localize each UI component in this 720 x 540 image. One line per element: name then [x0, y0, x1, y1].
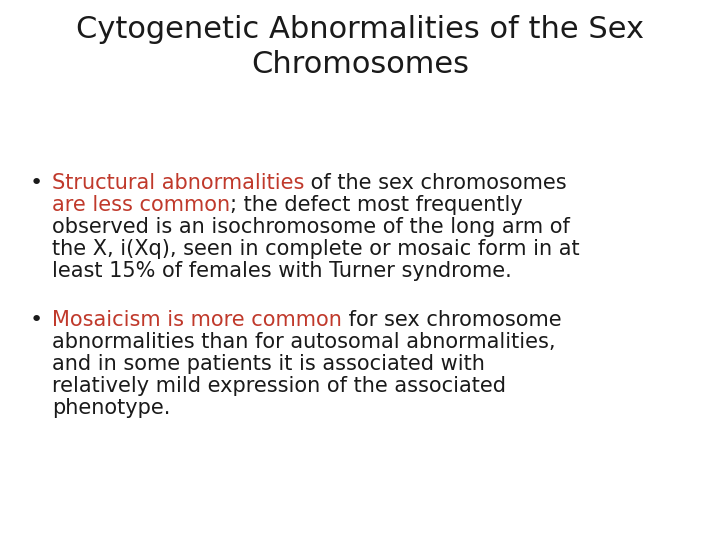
Text: are less common: are less common [52, 195, 230, 215]
Text: Mosaicism is more common: Mosaicism is more common [52, 310, 342, 330]
Text: ; the defect most frequently: ; the defect most frequently [230, 195, 523, 215]
Text: observed is an isochromosome of the long arm of: observed is an isochromosome of the long… [52, 217, 570, 237]
Text: •: • [30, 173, 43, 193]
Text: Cytogenetic Abnormalities of the Sex
Chromosomes: Cytogenetic Abnormalities of the Sex Chr… [76, 15, 644, 79]
Text: •: • [30, 310, 43, 330]
Text: relatively mild expression of the associated: relatively mild expression of the associ… [52, 376, 506, 396]
Text: abnormalities than for autosomal abnormalities,: abnormalities than for autosomal abnorma… [52, 332, 556, 352]
Text: for sex chromosome: for sex chromosome [342, 310, 562, 330]
Text: of the sex chromosomes: of the sex chromosomes [305, 173, 567, 193]
Text: least 15% of females with Turner syndrome.: least 15% of females with Turner syndrom… [52, 261, 512, 281]
Text: the X, i(Xq), seen in complete or mosaic form in at: the X, i(Xq), seen in complete or mosaic… [52, 239, 580, 259]
Text: Structural abnormalities: Structural abnormalities [52, 173, 305, 193]
Text: phenotype.: phenotype. [52, 398, 171, 418]
Text: and in some patients it is associated with: and in some patients it is associated wi… [52, 354, 485, 374]
